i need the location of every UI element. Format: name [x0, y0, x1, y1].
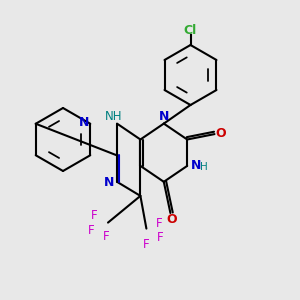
Text: N: N — [103, 176, 114, 189]
Text: F: F — [91, 208, 98, 222]
Text: F: F — [88, 224, 95, 237]
Text: F: F — [103, 230, 110, 243]
Text: H: H — [200, 162, 208, 172]
Text: N: N — [159, 110, 169, 124]
Text: Cl: Cl — [184, 24, 197, 37]
Text: O: O — [167, 213, 177, 226]
Text: F: F — [143, 238, 150, 251]
Text: N: N — [191, 159, 201, 172]
Text: F: F — [157, 231, 163, 244]
Text: O: O — [216, 127, 226, 140]
Text: N: N — [79, 116, 89, 129]
Text: NH: NH — [105, 110, 123, 124]
Text: F: F — [156, 217, 162, 230]
